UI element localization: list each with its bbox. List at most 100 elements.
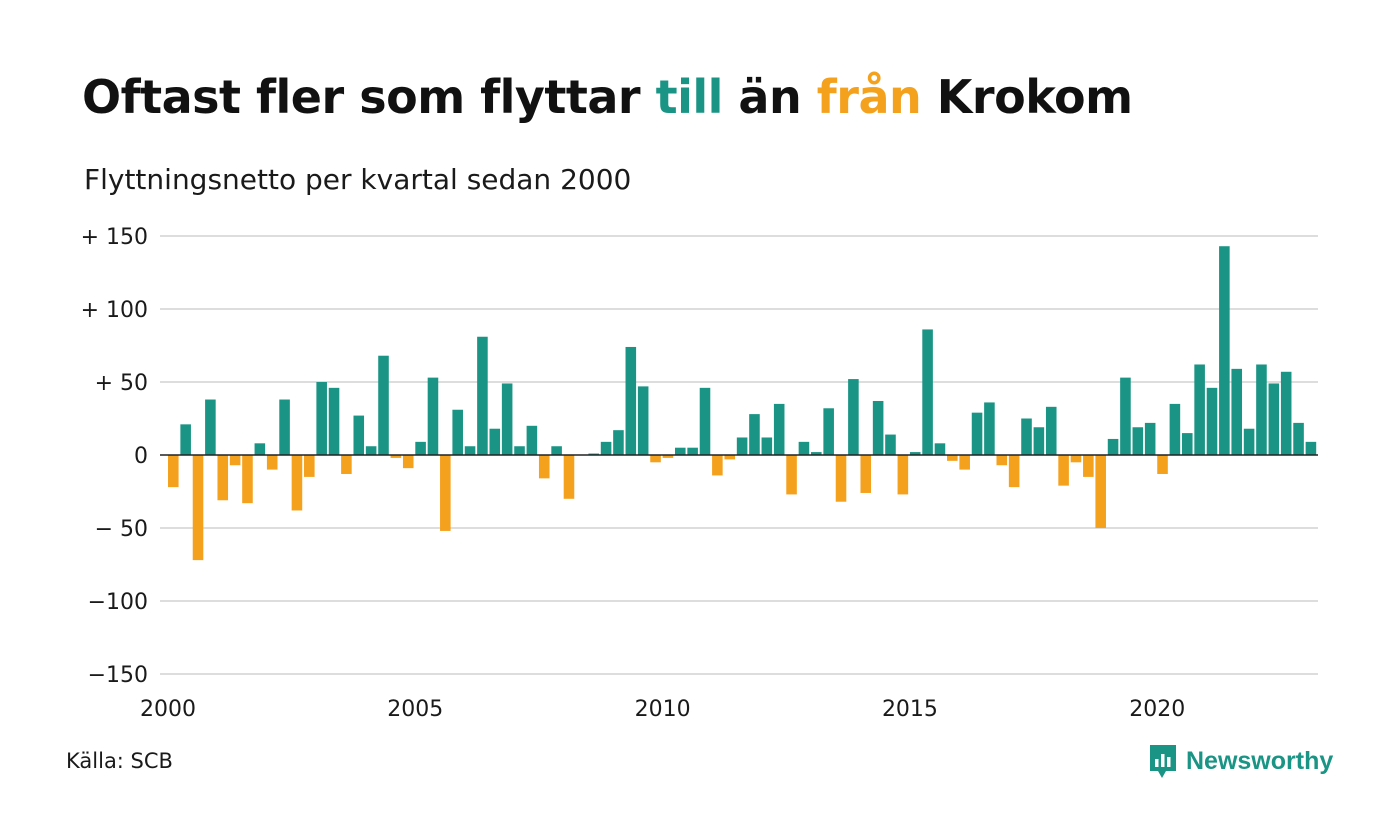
bar	[885, 434, 896, 455]
bar	[365, 446, 377, 455]
bar	[749, 414, 760, 455]
bar	[798, 441, 810, 455]
y-tick-label: −150	[88, 663, 148, 688]
bar	[897, 455, 909, 495]
y-tick-label: 0	[134, 444, 148, 469]
bar	[1305, 441, 1317, 455]
bar	[637, 386, 649, 455]
x-tick-label: 2020	[1129, 697, 1185, 722]
title-part2: än	[722, 70, 817, 124]
bar	[835, 455, 847, 502]
bar	[440, 455, 451, 531]
bar	[180, 424, 191, 455]
bar	[971, 412, 983, 455]
bar	[477, 336, 488, 455]
x-tick-label: 2000	[140, 697, 196, 722]
bar	[229, 455, 241, 466]
bar	[1256, 364, 1267, 455]
bar	[266, 455, 278, 470]
x-tick-label: 2010	[635, 697, 691, 722]
bar	[168, 455, 179, 488]
bar	[811, 452, 822, 455]
bar	[279, 399, 290, 455]
bar	[1107, 438, 1119, 455]
bar	[1293, 422, 1304, 455]
bar	[724, 455, 736, 460]
bar	[242, 455, 253, 504]
bar	[786, 455, 797, 495]
bar	[1021, 418, 1032, 455]
bar	[1070, 455, 1082, 463]
bar	[328, 387, 340, 455]
bar	[736, 437, 748, 455]
title-part3: Krokom	[921, 70, 1133, 124]
title-part1: Oftast fler som flyttar	[82, 70, 656, 124]
bar	[1083, 455, 1094, 477]
bar	[687, 447, 698, 455]
y-tick-label: + 100	[81, 298, 148, 323]
bar	[304, 455, 315, 477]
bar	[613, 430, 624, 455]
bar	[254, 443, 266, 455]
bar	[489, 428, 501, 455]
bar	[1120, 377, 1131, 455]
bar	[514, 446, 525, 455]
y-tick-label: + 50	[95, 371, 148, 396]
bar	[909, 452, 921, 455]
bar	[192, 455, 204, 561]
y-tick-label: − 50	[95, 517, 148, 542]
bar	[959, 455, 970, 470]
bar	[501, 383, 513, 455]
bar	[872, 400, 884, 455]
bar	[984, 402, 995, 455]
bar	[464, 446, 476, 455]
y-tick-label: + 150	[81, 225, 148, 250]
bar	[341, 455, 352, 474]
chart-title: Oftast fler som flyttar till än från Kro…	[82, 70, 1133, 124]
bar	[217, 455, 229, 501]
bar	[1132, 427, 1144, 455]
bar	[551, 446, 562, 455]
bar	[316, 382, 327, 455]
bar	[1280, 371, 1292, 455]
y-tick-label: −100	[88, 590, 148, 615]
bar	[860, 455, 872, 493]
bar	[1033, 427, 1045, 455]
bar	[1231, 368, 1243, 455]
bar	[934, 443, 946, 455]
bar	[452, 409, 463, 455]
brand-logo: Newsworthy	[1148, 743, 1333, 779]
bar	[650, 455, 661, 463]
bar	[291, 455, 303, 511]
bar	[947, 455, 958, 461]
bar	[662, 455, 674, 458]
bar	[563, 455, 575, 499]
bar	[402, 455, 414, 469]
bar	[1058, 455, 1069, 486]
bar	[625, 346, 637, 455]
bar	[1144, 422, 1156, 455]
bar	[699, 387, 711, 455]
bar	[415, 441, 426, 455]
bar	[1008, 455, 1020, 488]
bar	[378, 355, 389, 455]
brand-name: Newsworthy	[1186, 746, 1334, 775]
bar	[427, 377, 439, 455]
bar	[1219, 246, 1230, 455]
chart-subtitle: Flyttningsnetto per kvartal sedan 2000	[84, 163, 632, 196]
bar-chart: + 150 + 100 + 50 0 − 50 −100 −150 2000 2005 2010 2…	[81, 225, 1318, 722]
newsworthy-logo-icon	[1150, 745, 1176, 778]
bar	[996, 455, 1008, 466]
bar	[353, 415, 365, 455]
x-tick-label: 2015	[882, 697, 938, 722]
bar	[1169, 403, 1181, 455]
bar	[1095, 455, 1106, 528]
bar	[922, 329, 933, 455]
title-fran: från	[816, 70, 922, 124]
bar	[1268, 383, 1280, 455]
bar	[1194, 364, 1205, 455]
x-tick-label: 2005	[387, 697, 443, 722]
bar	[712, 455, 723, 476]
bar	[1045, 406, 1057, 455]
bar	[1181, 433, 1193, 455]
